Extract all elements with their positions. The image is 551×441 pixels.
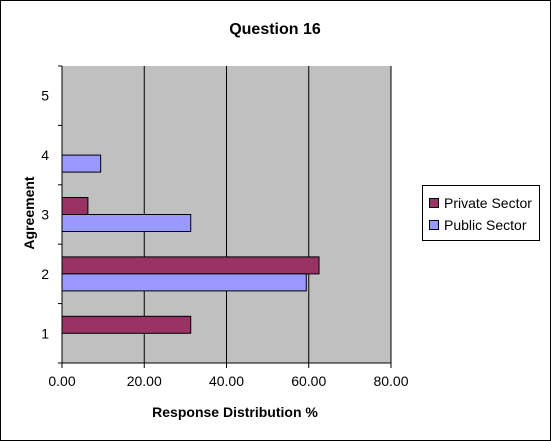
x-tick-label: 20.00 xyxy=(127,373,162,389)
x-axis-title: Response Distribution % xyxy=(152,404,318,420)
legend: Private Sector Public Sector xyxy=(422,185,540,241)
y-tick-label: 4 xyxy=(41,147,49,163)
legend-swatch-public-sector xyxy=(429,220,439,230)
y-axis-title: Agreement xyxy=(21,176,37,249)
legend-item-public-sector: Public Sector xyxy=(429,214,539,236)
legend-label-private-sector: Private Sector xyxy=(444,195,532,211)
bar-public-sector-3 xyxy=(61,214,192,232)
bar-public-sector-4 xyxy=(61,154,102,173)
legend-swatch-private-sector xyxy=(429,198,439,208)
y-tick-label: 5 xyxy=(41,88,49,104)
bar-public-sector-2 xyxy=(61,273,307,292)
bar-private-sector-2 xyxy=(61,256,320,275)
x-tick-label: 80.00 xyxy=(373,373,408,389)
chart-title: Question 16 xyxy=(229,21,321,38)
legend-item-private-sector: Private Sector xyxy=(429,192,539,214)
x-tick-label: 0.00 xyxy=(48,373,75,389)
x-tick-label: 40.00 xyxy=(209,373,244,389)
y-tick-label: 3 xyxy=(41,207,49,223)
bar-private-sector-1 xyxy=(61,315,192,334)
legend-label-public-sector: Public Sector xyxy=(444,217,527,233)
y-tick-label: 1 xyxy=(41,325,49,341)
y-tick-label: 2 xyxy=(41,266,49,282)
x-tick-label: 60.00 xyxy=(291,373,326,389)
bar-private-sector-3 xyxy=(61,197,89,215)
